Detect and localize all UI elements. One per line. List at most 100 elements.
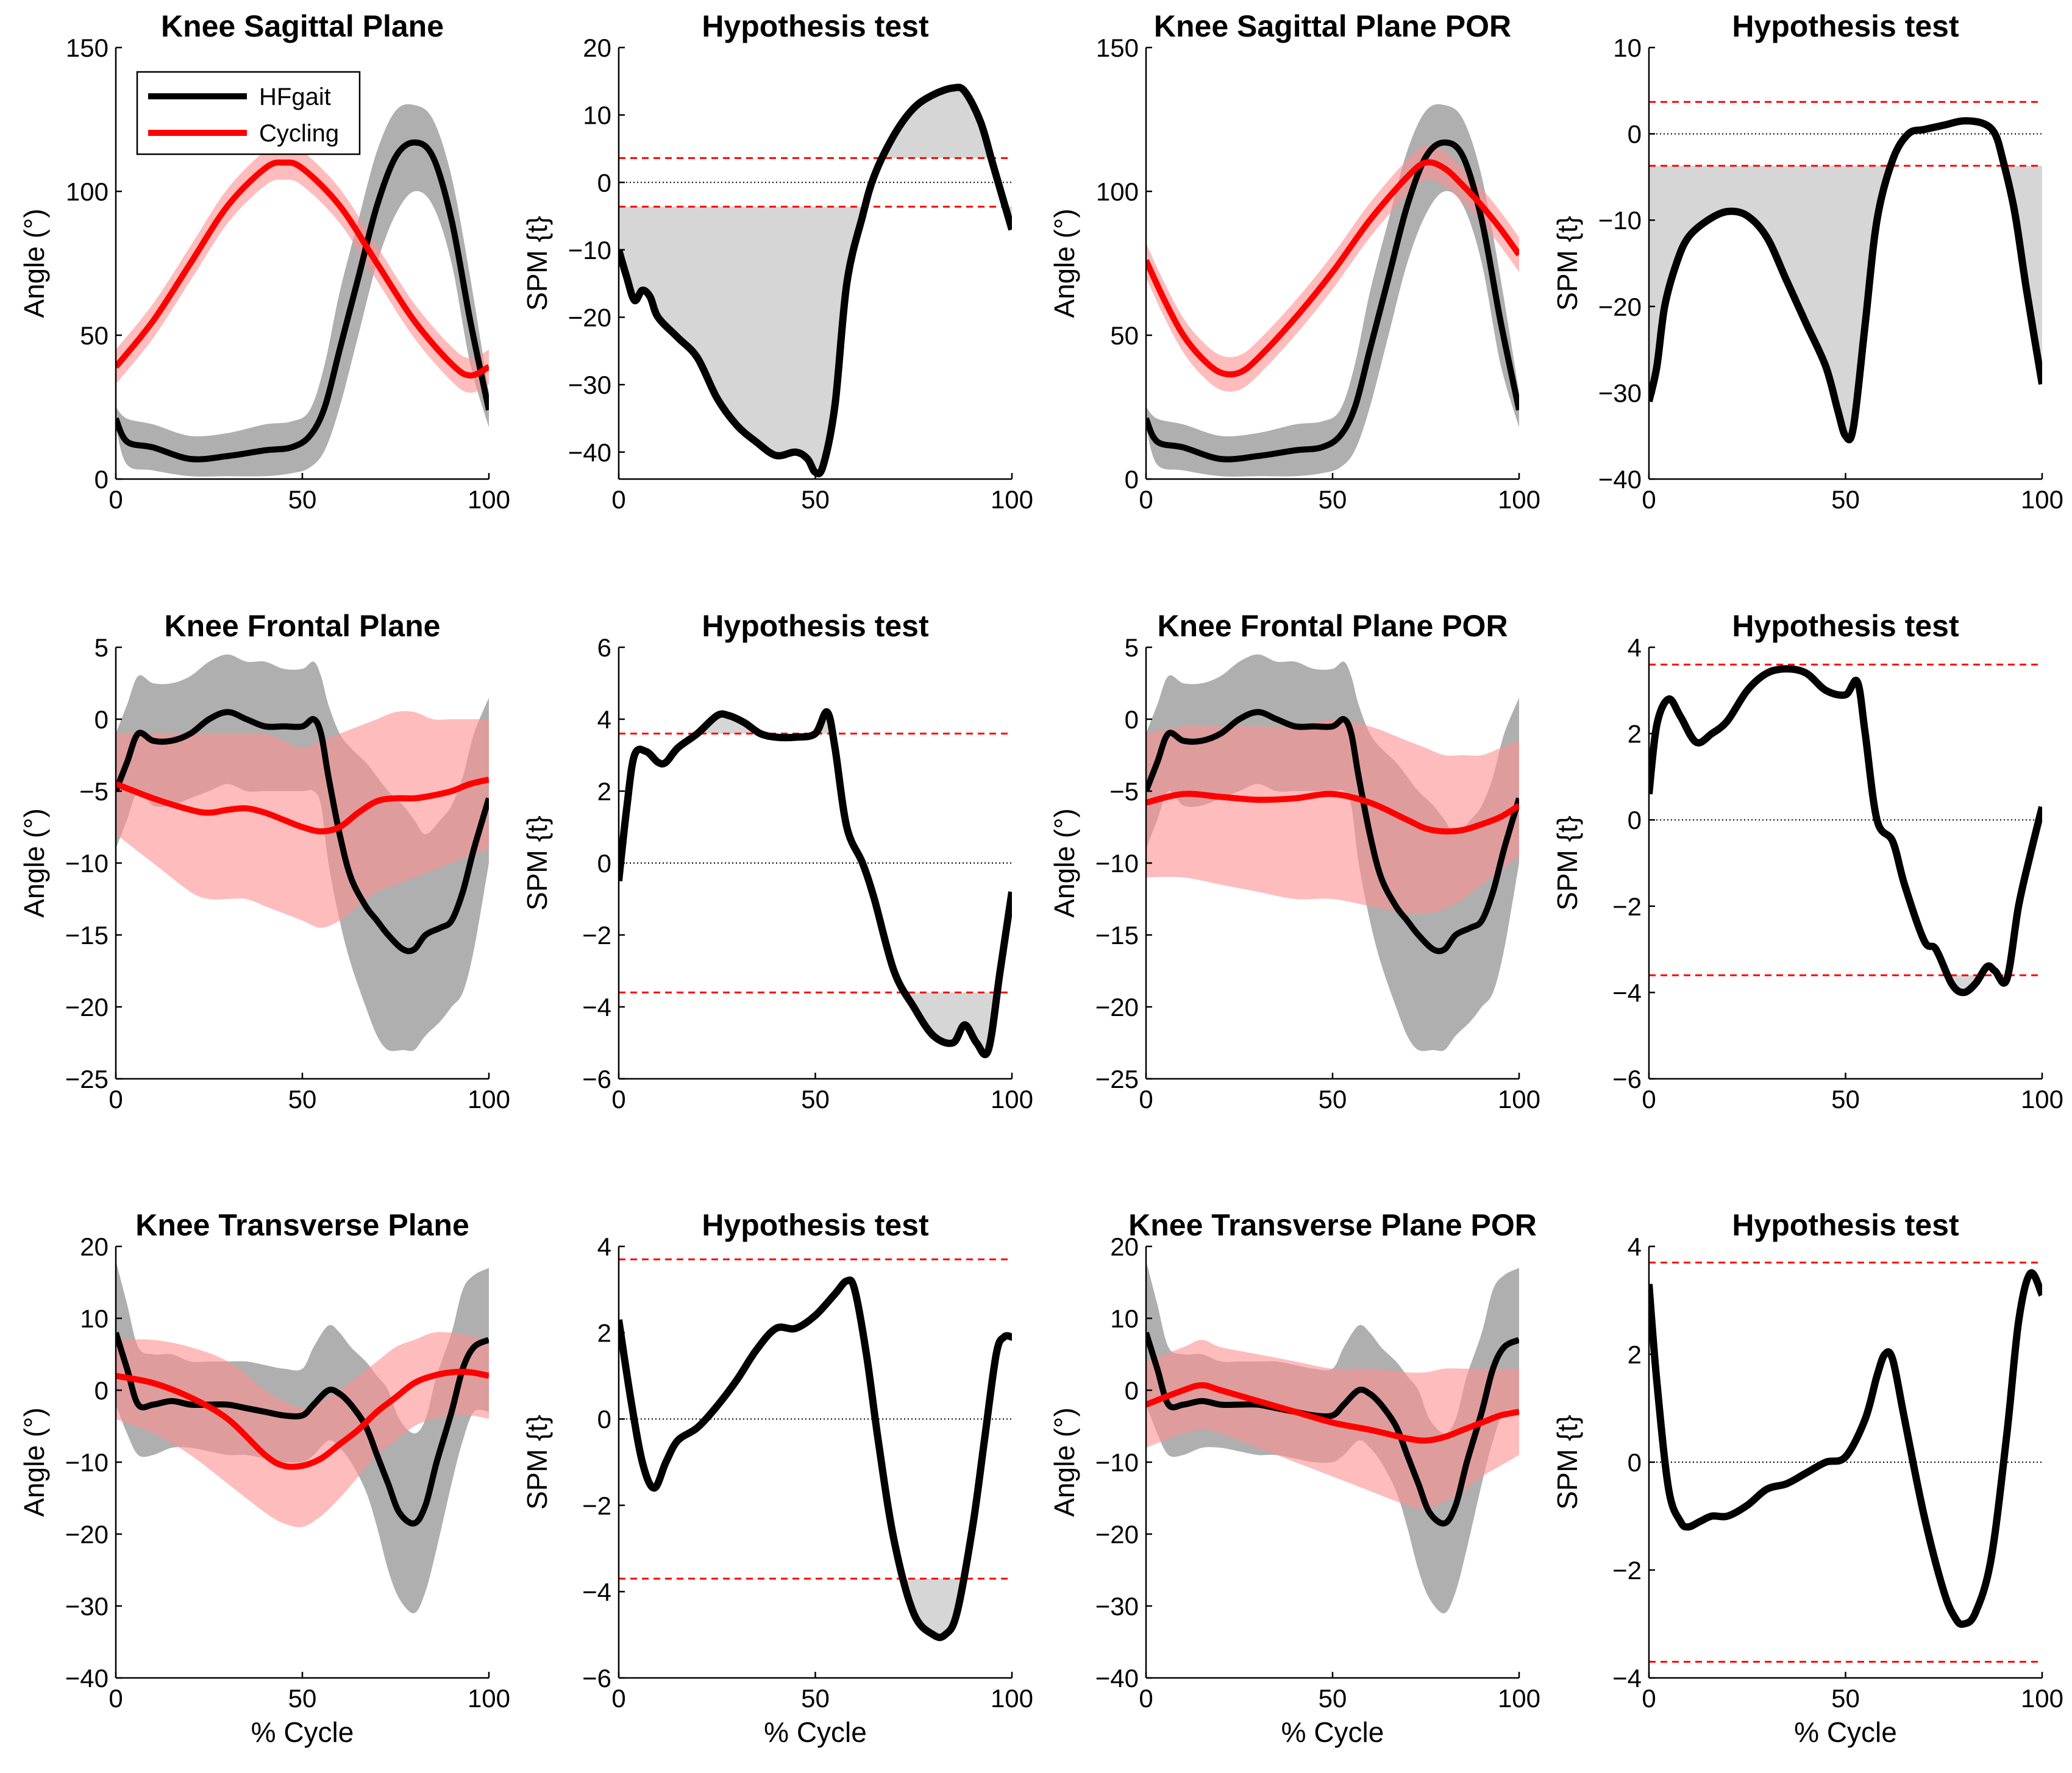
y-tick-label: 20 xyxy=(1110,1232,1139,1261)
y-axis-label: Angle (°) xyxy=(1048,1407,1080,1516)
cycling-mean-line xyxy=(1146,1382,1519,1444)
panel-title: Knee Transverse Plane POR xyxy=(1128,1208,1537,1242)
y-tick-label: −20 xyxy=(1095,993,1139,1022)
plot-area xyxy=(619,1258,1012,1641)
y-tick-label: −2 xyxy=(582,1491,611,1520)
panel-title: Knee Transverse Plane xyxy=(135,1208,469,1242)
y-tick-label: 50 xyxy=(80,321,109,350)
y-tick-label: 5 xyxy=(1125,633,1139,662)
y-tick-label: 4 xyxy=(597,1232,611,1261)
x-tick-label: 100 xyxy=(2021,1684,2063,1713)
y-tick-label: −30 xyxy=(1598,378,1642,407)
hfgait-mean-line xyxy=(1146,139,1519,463)
x-tick-label: 0 xyxy=(1139,485,1153,514)
x-tick-label: 100 xyxy=(468,1684,510,1713)
y-tick-label: 100 xyxy=(66,177,109,206)
plot-area xyxy=(619,708,1012,1059)
plot-area xyxy=(619,83,1012,478)
x-axis-label: % Cycle xyxy=(1794,1716,1897,1748)
y-tick-label: 2 xyxy=(1628,720,1642,748)
spm-t-line xyxy=(1649,117,2042,444)
panel-title: Knee Frontal Plane xyxy=(165,609,441,643)
x-axis-label: % Cycle xyxy=(764,1716,867,1748)
x-tick-label: 50 xyxy=(1319,1085,1347,1114)
x-tick-label: 50 xyxy=(288,1684,317,1713)
legend-label: Cycling xyxy=(259,120,339,147)
cycling-mean-line xyxy=(116,159,489,379)
y-tick-label: 5 xyxy=(94,633,109,662)
hfgait-mean-line xyxy=(116,1332,489,1527)
y-tick-label: −30 xyxy=(1095,1592,1139,1621)
y-tick-label: 0 xyxy=(1125,465,1139,494)
y-tick-label: −40 xyxy=(568,438,611,467)
y-tick-label: −40 xyxy=(1095,1664,1139,1693)
x-tick-label: 100 xyxy=(991,485,1033,514)
x-tick-label: 100 xyxy=(1498,1085,1540,1114)
y-tick-label: 4 xyxy=(1628,633,1642,662)
y-tick-label: −20 xyxy=(65,993,109,1022)
x-tick-label: 100 xyxy=(2021,485,2063,514)
spm-t-line xyxy=(619,1276,1012,1641)
suprathreshold-cluster xyxy=(905,1579,963,1635)
x-tick-label: 50 xyxy=(1831,1085,1860,1114)
y-axis-label: SPM {t} xyxy=(1551,815,1583,911)
x-tick-label: 0 xyxy=(1642,1085,1656,1114)
x-tick-label: 0 xyxy=(109,1085,123,1114)
legend-box xyxy=(136,71,361,155)
y-tick-label: 0 xyxy=(1628,806,1642,834)
panel-title: Hypothesis test xyxy=(1732,9,1959,43)
x-tick-label: 0 xyxy=(1139,1684,1153,1713)
y-tick-label: −40 xyxy=(65,1664,109,1693)
y-tick-label: 10 xyxy=(1613,34,1642,62)
y-tick-label: 0 xyxy=(597,1405,611,1434)
spm-t-line xyxy=(1649,665,2042,997)
y-tick-label: −15 xyxy=(65,921,109,950)
hfgait-mean-line xyxy=(1146,1332,1519,1527)
x-tick-label: 50 xyxy=(288,485,317,514)
y-tick-label: −10 xyxy=(65,849,109,878)
y-tick-label: 150 xyxy=(1096,34,1139,62)
y-tick-label: −4 xyxy=(1612,1664,1642,1693)
cycling-mean-line xyxy=(116,1368,489,1470)
plot-area xyxy=(1649,101,2042,444)
y-tick-label: 0 xyxy=(1125,705,1139,734)
x-tick-label: 0 xyxy=(1642,1684,1656,1713)
panel-title: Hypothesis test xyxy=(1732,1208,1959,1242)
panel-p9: −6 −4 −2 0 2 4 0 50 100 Hypothesis test SPM {t} % C… xyxy=(521,1208,1033,1748)
y-tick-label: 2 xyxy=(597,777,611,806)
x-tick-label: 0 xyxy=(109,1684,123,1713)
hfgait-mean-line xyxy=(116,139,489,463)
plot-area xyxy=(1146,104,1519,477)
suprathreshold-cluster xyxy=(1649,166,1891,436)
y-tick-label: 0 xyxy=(94,1376,109,1405)
plot-area xyxy=(116,104,489,477)
cycling-sd-band xyxy=(116,1332,489,1527)
y-axis-label: Angle (°) xyxy=(1048,208,1080,318)
y-axis-label: Angle (°) xyxy=(18,808,50,917)
panel-title: Hypothesis test xyxy=(702,1208,929,1242)
y-tick-label: 0 xyxy=(1628,1448,1642,1477)
y-tick-label: −15 xyxy=(1095,921,1139,950)
hfgait-mean-line xyxy=(116,709,489,954)
y-tick-label: 10 xyxy=(583,101,611,130)
y-tick-label: −20 xyxy=(1095,1520,1139,1549)
hfgait-sd-band xyxy=(116,104,489,477)
cycling-sd-band xyxy=(1146,719,1519,914)
y-axis-label: SPM {t} xyxy=(521,1415,553,1510)
spm-t-line xyxy=(619,708,1012,1059)
y-tick-label: −30 xyxy=(568,371,611,399)
x-tick-label: 100 xyxy=(991,1085,1033,1114)
y-tick-label: −20 xyxy=(1598,293,1642,321)
plot-area xyxy=(1649,1262,2042,1663)
panel-p0: 0 50 100 150 0 50 100 Knee Sagittal Plane Angle … xyxy=(18,9,510,514)
y-tick-label: −2 xyxy=(582,921,611,950)
y-tick-label: −4 xyxy=(582,993,611,1022)
panel-title: Hypothesis test xyxy=(1732,609,1959,643)
panel-title: Knee Sagittal Plane POR xyxy=(1154,9,1511,43)
x-tick-label: 50 xyxy=(801,1085,830,1114)
plot-area xyxy=(1146,654,1519,1051)
spm-t-line xyxy=(1649,1269,2042,1628)
suprathreshold-cluster xyxy=(884,88,991,158)
